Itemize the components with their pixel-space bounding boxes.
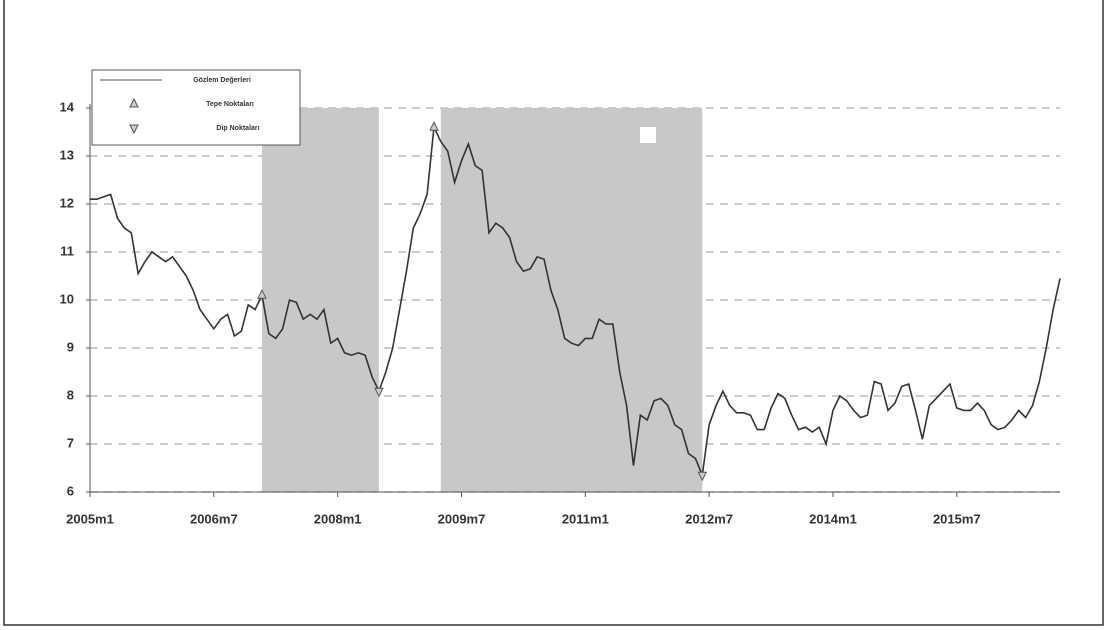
- y-tick-label: 10: [60, 291, 74, 306]
- y-tick-label: 14: [60, 99, 75, 114]
- x-tick-label: 2014m1: [809, 511, 857, 526]
- y-tick-label: 7: [67, 435, 74, 450]
- legend-label: Dip Noktaları: [216, 125, 259, 132]
- legend-box: [91, 69, 301, 146]
- legend: Gözlem Değerleri Tepe Noktaları Dip Noktal…: [91, 69, 301, 146]
- peak-marker: [429, 121, 439, 131]
- x-tick-label: 2006m7: [190, 511, 238, 526]
- x-tick-label: 2008m1: [314, 511, 362, 526]
- y-tick-label: 12: [60, 195, 74, 210]
- data-line: [90, 124, 1061, 479]
- y-tick-label: 13: [60, 147, 74, 162]
- shaded-region: [440, 108, 703, 492]
- y-tick-label: 8: [67, 387, 74, 402]
- x-tick-label: 2015m7: [933, 511, 981, 526]
- legend-label: Gözlem Değerleri: [193, 77, 251, 84]
- peak-marker: [257, 289, 267, 299]
- x-tick-label: 2011m1: [562, 511, 609, 526]
- y-tick-label: 9: [67, 339, 74, 354]
- legend-swatch: [129, 124, 139, 135]
- plot-area: 6 7 8 9 10 11 12 13 14 2005m1 2006m7 2008m1 2009m7 20…: [60, 69, 1061, 526]
- trough-marker: [374, 387, 384, 398]
- frame: [3, 0, 1104, 626]
- legend-label: Tepe Noktaları: [206, 101, 254, 108]
- white-square: [640, 127, 656, 143]
- y-tick-label: 11: [60, 243, 74, 258]
- legend-swatch: [129, 97, 139, 108]
- x-tick-label: 2005m1: [66, 511, 114, 526]
- y-tick-label: 6: [67, 483, 74, 498]
- trough-marker: [697, 471, 708, 482]
- shaded-region: [261, 108, 379, 492]
- x-tick-label: 2012m7: [685, 511, 733, 526]
- x-tick-label: 2009m7: [438, 511, 486, 526]
